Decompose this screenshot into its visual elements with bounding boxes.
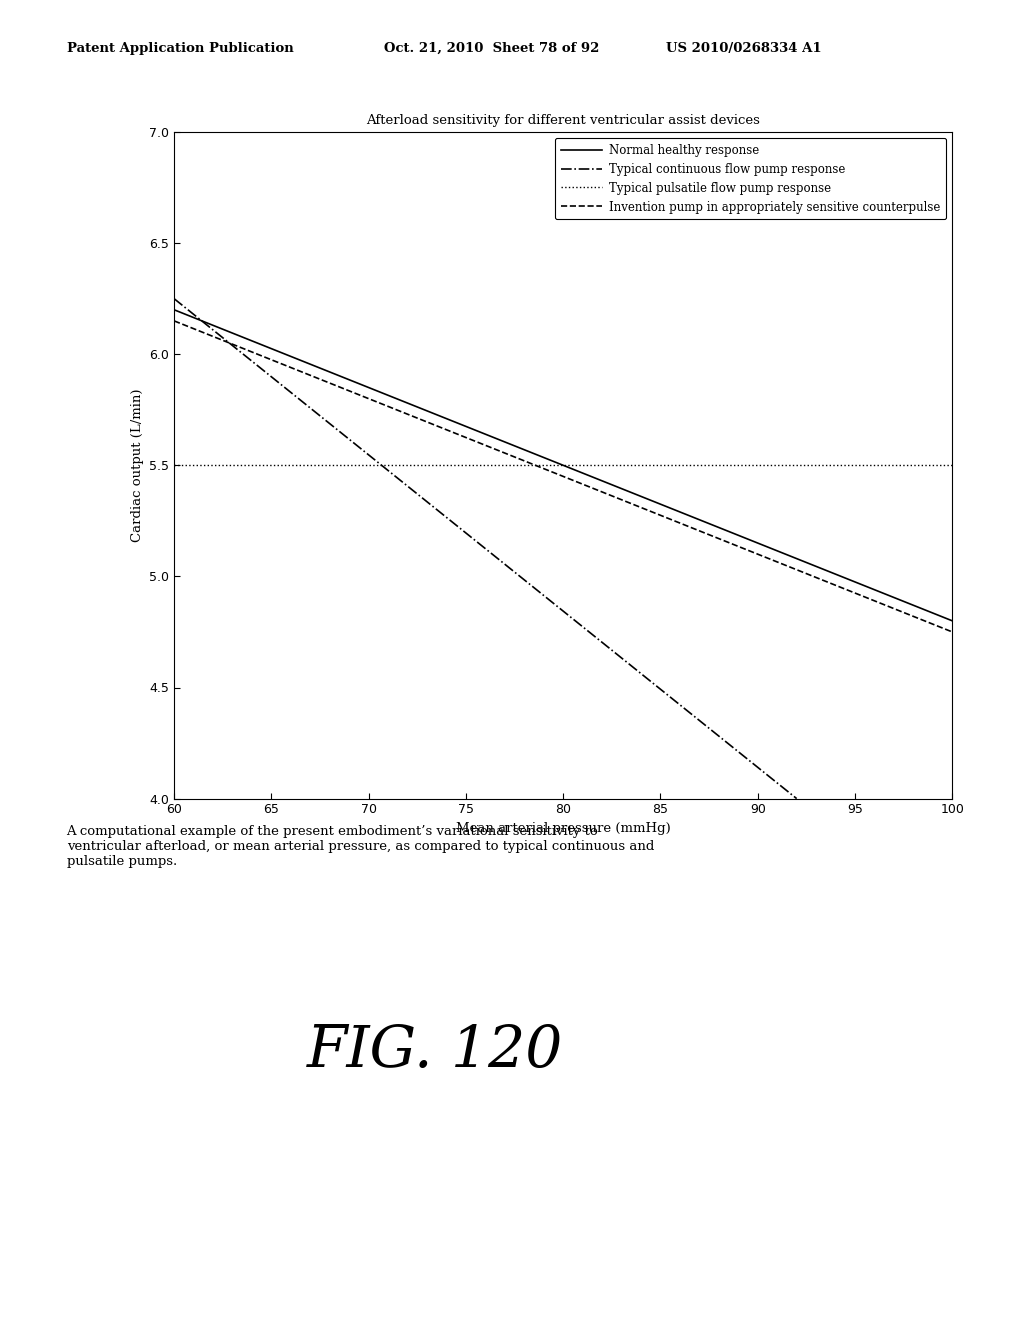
Title: Afterload sensitivity for different ventricular assist devices: Afterload sensitivity for different vent…: [367, 114, 760, 127]
Text: US 2010/0268334 A1: US 2010/0268334 A1: [666, 42, 821, 55]
Text: FIG. 120: FIG. 120: [307, 1023, 563, 1080]
Text: Patent Application Publication: Patent Application Publication: [67, 42, 293, 55]
Text: Oct. 21, 2010  Sheet 78 of 92: Oct. 21, 2010 Sheet 78 of 92: [384, 42, 599, 55]
X-axis label: Mean arterial pressure (mmHg): Mean arterial pressure (mmHg): [456, 822, 671, 836]
Legend: Normal healthy response, Typical continuous flow pump response, Typical pulsatil: Normal healthy response, Typical continu…: [555, 137, 946, 219]
Text: A computational example of the present embodiment’s variational sensitivity to
v: A computational example of the present e…: [67, 825, 654, 869]
Y-axis label: Cardiac output (L/min): Cardiac output (L/min): [131, 388, 143, 543]
